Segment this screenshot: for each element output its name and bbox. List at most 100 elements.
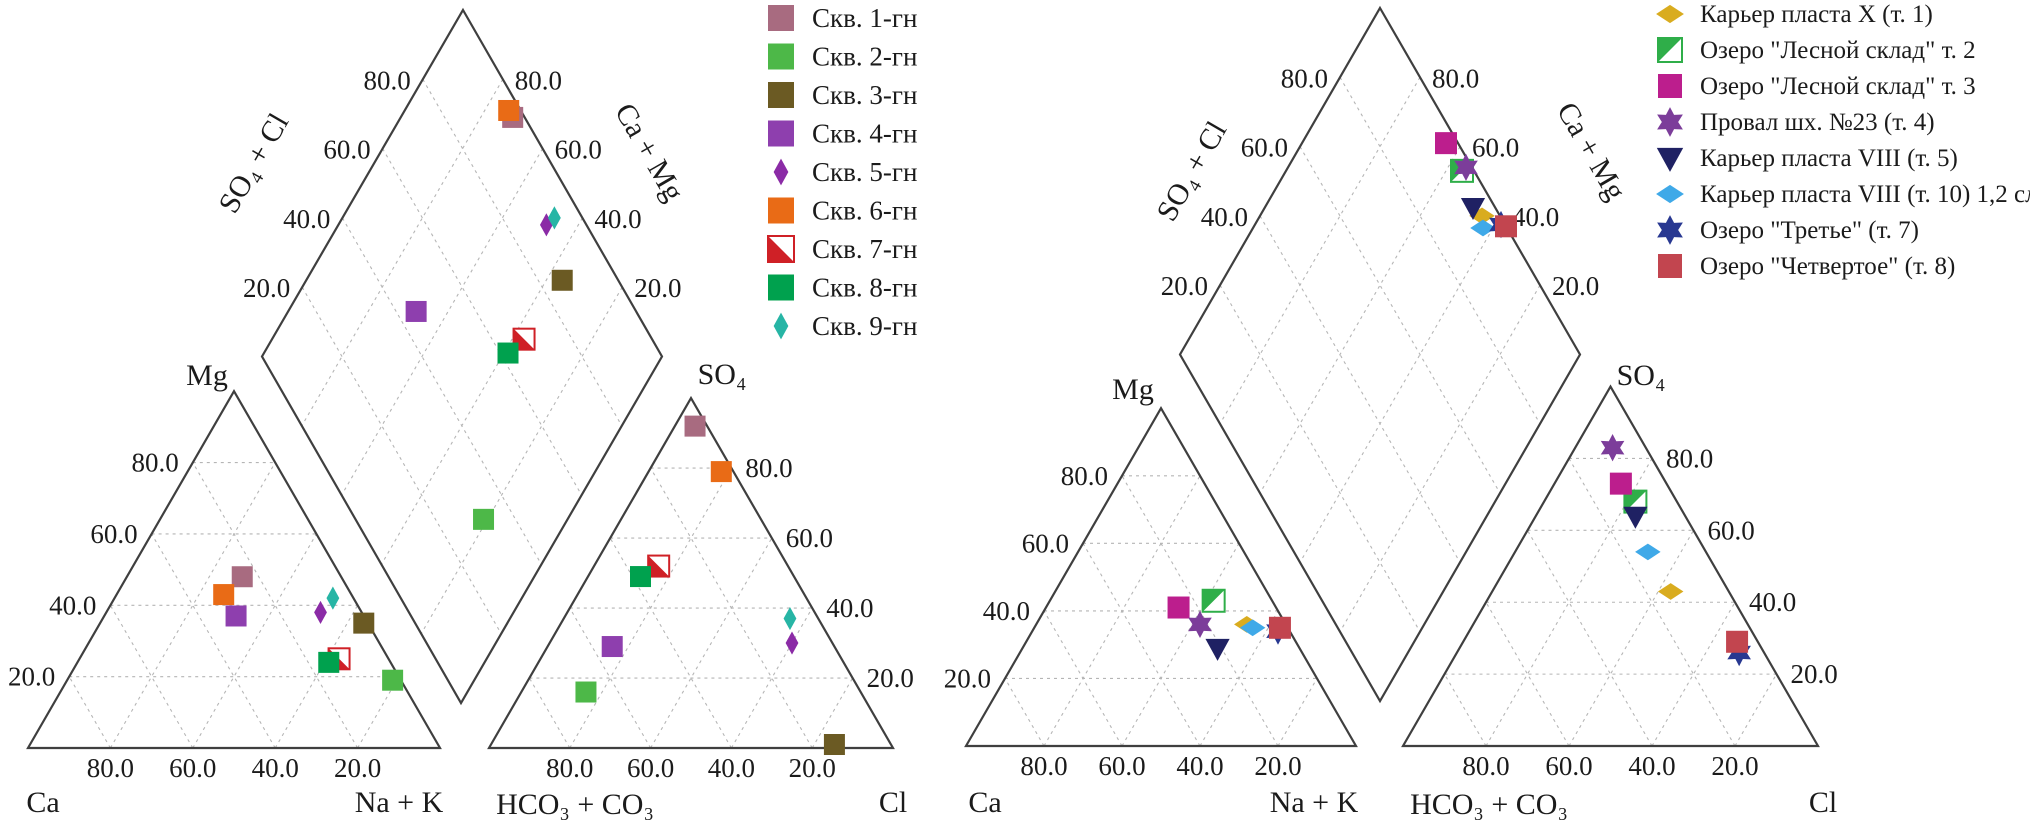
bottom-tick-label: 60.0 bbox=[1098, 751, 1145, 781]
marker-shape bbox=[548, 206, 561, 230]
marker-shape bbox=[225, 605, 247, 627]
sample-marker-cation bbox=[353, 612, 375, 634]
sample-marker-cation bbox=[231, 566, 253, 588]
diamond-right-tick-label: 60.0 bbox=[555, 135, 602, 165]
legend-label: Скв. 5-гн bbox=[812, 157, 917, 187]
sample-marker-cation bbox=[1239, 619, 1266, 637]
grid-line bbox=[422, 79, 623, 427]
sample-marker-anion bbox=[1635, 543, 1661, 561]
bottom-tick-label: 60.0 bbox=[627, 753, 674, 783]
marker-shape bbox=[213, 584, 235, 606]
grid-line bbox=[1259, 215, 1461, 563]
grid-line bbox=[528, 677, 571, 749]
grid-line bbox=[109, 462, 276, 749]
marker-shape bbox=[1657, 215, 1683, 245]
grid-line bbox=[1277, 678, 1318, 747]
marker-shape bbox=[773, 312, 789, 340]
axis-title-diamond-left: SO₄ + Cl bbox=[212, 108, 295, 219]
diamond-left-tick-label: 20.0 bbox=[243, 273, 290, 303]
grid-line bbox=[1339, 77, 1541, 425]
right-edge-tick-label: 20.0 bbox=[1791, 659, 1838, 689]
diamond-right-tick-label: 20.0 bbox=[634, 273, 681, 303]
marker-shape bbox=[1470, 219, 1496, 237]
grid-line bbox=[650, 467, 813, 749]
grid-line bbox=[1004, 678, 1045, 747]
grid-line bbox=[192, 462, 359, 749]
legend-label: Скв. 6-гн bbox=[812, 196, 917, 226]
sample-marker-diamond bbox=[1469, 207, 1495, 225]
marker-shape bbox=[768, 197, 794, 224]
sample-marker-anion bbox=[601, 636, 623, 658]
grid-line bbox=[301, 286, 502, 634]
right-edge-tick-label: 40.0 bbox=[1749, 587, 1796, 617]
grid-line bbox=[1219, 284, 1421, 632]
marker-shape bbox=[1435, 132, 1457, 155]
legend-swatch bbox=[773, 158, 789, 186]
marker-shape bbox=[1635, 543, 1661, 561]
sample-marker-diamond bbox=[1454, 153, 1478, 182]
axis-title-cation_apex: Mg bbox=[1112, 373, 1154, 406]
marker-shape bbox=[1656, 184, 1684, 204]
sample-marker-anion bbox=[1600, 434, 1625, 462]
bottom-tick-label: 40.0 bbox=[1176, 751, 1223, 781]
marker-shape bbox=[1460, 197, 1486, 220]
marker-shape bbox=[405, 300, 427, 322]
marker-shape bbox=[473, 508, 495, 530]
sample-marker-anion bbox=[684, 415, 706, 437]
grid-line bbox=[730, 607, 813, 749]
sample-marker-cation bbox=[1188, 610, 1212, 639]
right-edge-tick-label: 80.0 bbox=[745, 453, 792, 483]
marker-shape bbox=[497, 342, 519, 364]
marker-shape bbox=[1657, 583, 1684, 600]
marker-shape bbox=[551, 269, 573, 291]
diamond-right-tick-label: 40.0 bbox=[1512, 202, 1559, 232]
marker-shape bbox=[1495, 215, 1517, 238]
grid-line bbox=[1299, 215, 1501, 563]
marker-shape bbox=[768, 43, 794, 70]
bottom-tick-label: 40.0 bbox=[708, 753, 755, 783]
legend-label: Карьер пласта VIII (т. 5) bbox=[1700, 145, 1958, 172]
diamond-left-tick-label: 20.0 bbox=[1161, 271, 1208, 301]
marker-shape bbox=[513, 328, 535, 350]
sample-marker-diamond bbox=[548, 206, 561, 230]
diamond-right-tick-label: 80.0 bbox=[515, 65, 562, 95]
sample-marker-anion bbox=[783, 606, 797, 631]
marker-shape bbox=[768, 120, 794, 147]
sample-marker-cation bbox=[326, 586, 340, 610]
legend-swatch bbox=[768, 82, 794, 108]
marker-shape bbox=[1202, 589, 1225, 612]
sample-marker-diamond bbox=[551, 269, 573, 291]
marker-shape bbox=[783, 606, 797, 631]
grid-line bbox=[609, 537, 732, 749]
bottom-tick-label: 20.0 bbox=[334, 753, 381, 783]
axis-title-cation_bottom_left: Ca bbox=[26, 786, 59, 819]
bottom-tick-label: 80.0 bbox=[1462, 751, 1509, 781]
right-edge-tick-label: 60.0 bbox=[1708, 515, 1755, 545]
legend-swatch bbox=[1656, 4, 1684, 24]
left-edge-tick-label: 60.0 bbox=[90, 519, 137, 549]
axis-title-cation_apex: Mg bbox=[186, 359, 228, 392]
marker-shape bbox=[1454, 153, 1478, 182]
axis-title-anion_bottom_left: HCO₃ + CO₃ bbox=[1410, 788, 1568, 821]
legend-label: Карьер пласта VIII (т. 10) 1,2 сл. bbox=[1700, 181, 2030, 208]
marker-shape bbox=[318, 651, 340, 673]
marker-shape bbox=[314, 600, 327, 625]
diamond-right-tick-label: 60.0 bbox=[1472, 133, 1519, 163]
sample-marker-diamond bbox=[512, 327, 536, 351]
legend-swatch bbox=[1657, 107, 1683, 137]
legend-label: Озеро "Четвертое" (т. 8) bbox=[1700, 253, 1955, 280]
legend-label: Скв. 1-гн bbox=[812, 3, 917, 33]
left-edge-tick-label: 20.0 bbox=[8, 662, 55, 692]
legend-swatch bbox=[1656, 147, 1684, 172]
axis-title-anion_bottom_left: HCO₃ + CO₃ bbox=[496, 788, 654, 821]
marker-shape bbox=[1188, 610, 1212, 639]
legend-label: Скв. 8-гн bbox=[812, 273, 917, 303]
marker-shape bbox=[684, 415, 706, 437]
sample-marker-cation bbox=[1205, 638, 1230, 661]
sample-marker-cation bbox=[318, 651, 340, 673]
left-edge-tick-label: 60.0 bbox=[1022, 528, 1069, 558]
diamond-edge bbox=[1178, 5, 1582, 704]
diamond-left-tick-label: 40.0 bbox=[1201, 202, 1248, 232]
grid-line bbox=[1444, 673, 1487, 747]
